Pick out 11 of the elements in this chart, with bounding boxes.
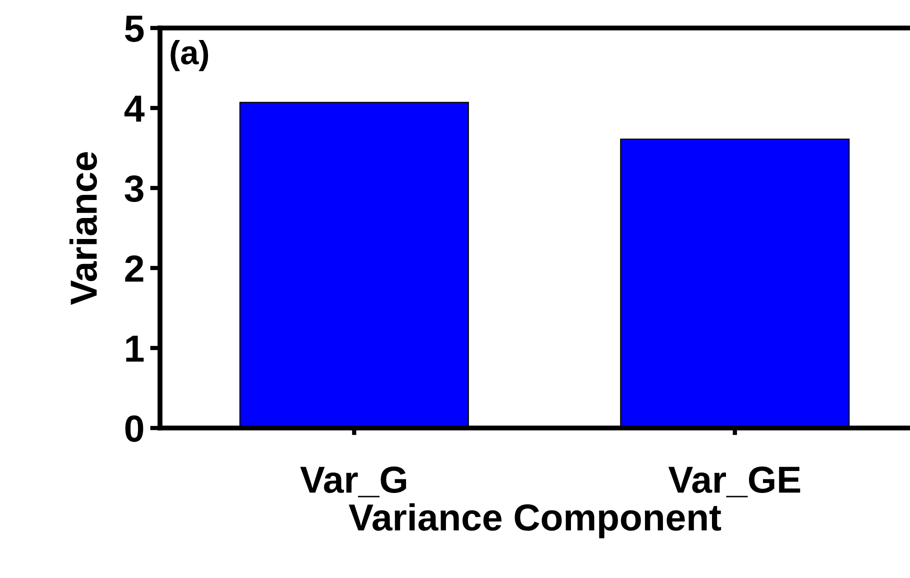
x-axis-title: Variance Component [348, 503, 722, 538]
x-tick-label: Var_G [300, 466, 406, 498]
y-tick-label: 0 [125, 415, 144, 442]
y-tick-label: 3 [124, 175, 144, 202]
x-tick-label: Var_GE [668, 466, 800, 498]
annotation: (a) [170, 40, 208, 72]
y-axis-title: Variance [69, 152, 98, 305]
y-tick-label: 5 [125, 16, 144, 42]
y-tick-label: 2 [125, 255, 144, 282]
y-tick-label: 4 [124, 96, 145, 122]
y-tick-label: 1 [126, 336, 144, 362]
